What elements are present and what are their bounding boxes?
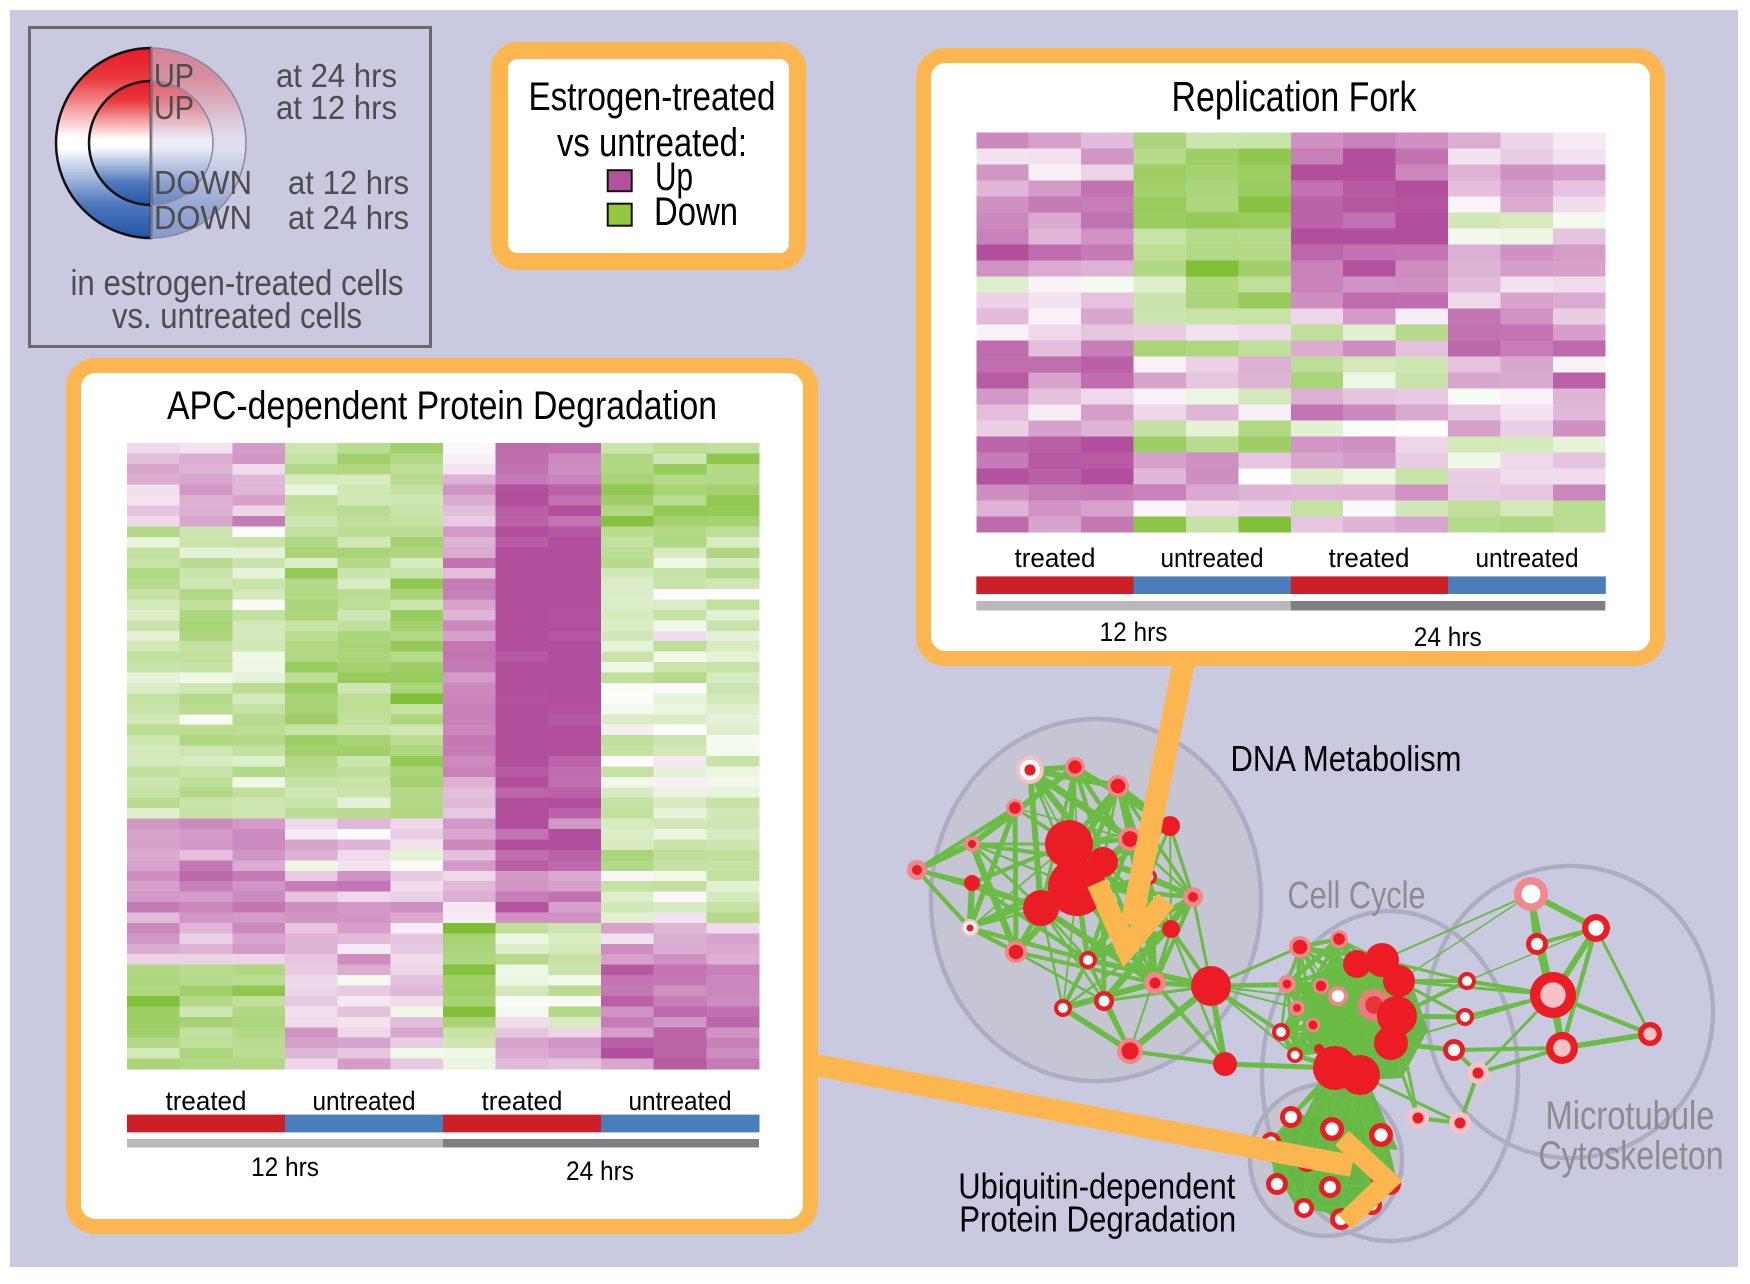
- svg-text:at 12 hrs: at 12 hrs: [288, 164, 409, 201]
- svg-text:APC-dependent Protein Degradat: APC-dependent Protein Degradation: [167, 384, 717, 428]
- svg-text:DOWN: DOWN: [154, 199, 252, 236]
- svg-text:24 hrs: 24 hrs: [1414, 622, 1482, 652]
- svg-text:vs. untreated cells: vs. untreated cells: [112, 295, 362, 336]
- svg-text:Microtubule: Microtubule: [1546, 1094, 1715, 1138]
- svg-text:untreated: untreated: [1476, 543, 1579, 573]
- svg-text:Ubiquitin-dependent: Ubiquitin-dependent: [958, 1166, 1235, 1207]
- svg-text:DOWN: DOWN: [154, 164, 252, 201]
- svg-text:vs untreated:: vs untreated:: [557, 121, 747, 165]
- svg-text:untreated: untreated: [1161, 543, 1264, 573]
- svg-text:Down: Down: [654, 190, 738, 234]
- svg-text:24 hrs: 24 hrs: [566, 1156, 634, 1186]
- svg-text:at 24 hrs: at 24 hrs: [276, 57, 397, 94]
- svg-text:at 24 hrs: at 24 hrs: [288, 199, 409, 236]
- svg-text:Up: Up: [655, 155, 693, 199]
- svg-text:Protein Degradation: Protein Degradation: [959, 1199, 1236, 1240]
- svg-text:treated: treated: [482, 1086, 563, 1116]
- svg-text:treated: treated: [1329, 543, 1410, 573]
- svg-text:at 12 hrs: at 12 hrs: [276, 89, 397, 126]
- svg-text:12 hrs: 12 hrs: [251, 1152, 319, 1182]
- svg-text:DNA Metabolism: DNA Metabolism: [1231, 738, 1462, 779]
- svg-text:UP: UP: [154, 89, 194, 126]
- svg-text:untreated: untreated: [629, 1086, 732, 1116]
- svg-text:UP: UP: [154, 57, 194, 94]
- svg-text:in estrogen-treated cells: in estrogen-treated cells: [71, 262, 404, 303]
- svg-text:12 hrs: 12 hrs: [1100, 617, 1168, 647]
- svg-text:Estrogen-treated: Estrogen-treated: [529, 75, 776, 119]
- svg-text:Cytoskeleton: Cytoskeleton: [1539, 1134, 1724, 1178]
- svg-text:treated: treated: [1015, 543, 1096, 573]
- svg-text:treated: treated: [166, 1086, 247, 1116]
- svg-text:Cell Cycle: Cell Cycle: [1288, 875, 1426, 917]
- svg-text:Replication Fork: Replication Fork: [1172, 73, 1418, 120]
- svg-text:untreated: untreated: [313, 1086, 416, 1116]
